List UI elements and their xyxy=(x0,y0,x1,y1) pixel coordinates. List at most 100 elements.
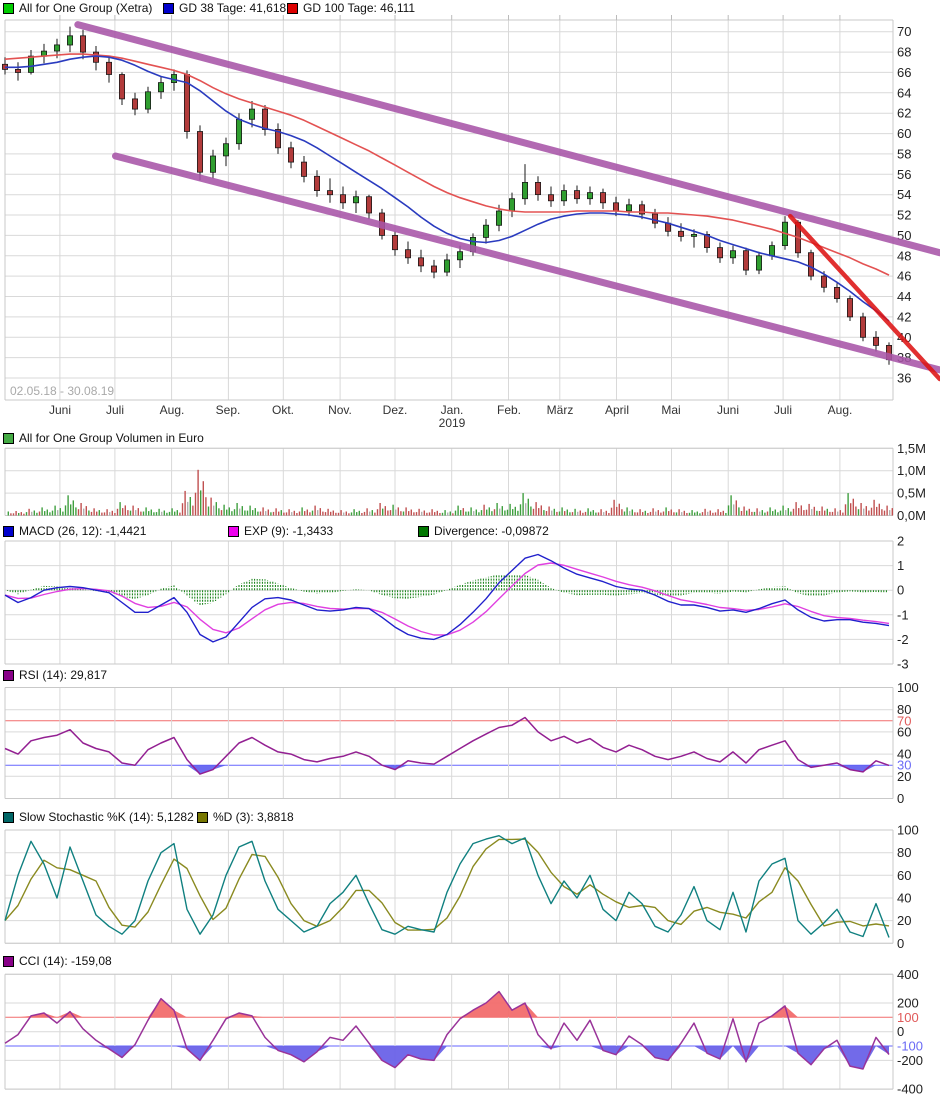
svg-text:62: 62 xyxy=(897,106,911,121)
svg-text:1,5M: 1,5M xyxy=(897,441,926,456)
svg-text:60: 60 xyxy=(897,126,911,141)
svg-text:-200: -200 xyxy=(897,1053,923,1068)
stoch-d-label: %D (3): 3,8818 xyxy=(213,810,294,824)
svg-text:200: 200 xyxy=(897,996,919,1011)
x-axis-month-label: Aug. xyxy=(159,403,185,417)
svg-text:0: 0 xyxy=(897,1024,904,1039)
x-axis-month-label: Sep. xyxy=(215,403,241,417)
svg-text:-1: -1 xyxy=(897,607,909,622)
svg-text:-400: -400 xyxy=(897,1082,923,1097)
svg-text:100: 100 xyxy=(897,680,919,695)
svg-text:0,0M: 0,0M xyxy=(897,508,926,523)
legend-item-cci: CCI (14): -159,08 xyxy=(3,954,112,968)
x-axis-month-label: Juni xyxy=(48,403,71,417)
svg-text:66: 66 xyxy=(897,65,911,80)
svg-text:40: 40 xyxy=(897,747,911,762)
x-axis-month-label: Okt. xyxy=(271,403,294,417)
macd-panel-legend: MACD (26, 12): -1,4421 EXP (9): -1,3433 … xyxy=(0,524,940,538)
price-series-swatch xyxy=(3,2,14,14)
svg-text:0: 0 xyxy=(897,583,904,598)
svg-text:1,0M: 1,0M xyxy=(897,463,926,478)
svg-text:80: 80 xyxy=(897,702,911,717)
legend-item-stoch-d: %D (3): 3,8818 xyxy=(197,810,294,824)
gd38-swatch xyxy=(163,2,174,14)
price-series-label: All for One Group (Xetra) xyxy=(19,1,153,15)
svg-text:0: 0 xyxy=(897,936,904,951)
x-axis-month-label: Jan. xyxy=(440,403,464,417)
legend-item-macd-exp: EXP (9): -1,3433 xyxy=(228,524,333,538)
svg-text:46: 46 xyxy=(897,269,911,284)
x-axis-month-label: Aug. xyxy=(827,403,853,417)
price-chart-legend: All for One Group (Xetra) GD 38 Tage: 41… xyxy=(0,1,940,15)
stoch-k-label: Slow Stochastic %K (14): 5,1282 xyxy=(19,810,194,824)
svg-text:0: 0 xyxy=(897,791,904,806)
svg-text:56: 56 xyxy=(897,167,911,182)
macd-exp-swatch xyxy=(228,525,239,537)
legend-item-stoch-k: Slow Stochastic %K (14): 5,1282 xyxy=(3,810,194,824)
legend-item-price: All for One Group (Xetra) xyxy=(3,1,152,15)
cci-panel-legend: CCI (14): -159,08 xyxy=(0,954,940,968)
svg-text:100: 100 xyxy=(897,823,919,838)
svg-text:40: 40 xyxy=(897,891,911,906)
divergence-label: Divergence: -0,09872 xyxy=(434,524,549,538)
x-axis-month-label: Feb. xyxy=(496,403,521,417)
legend-item-volume: All for One Group Volumen in Euro xyxy=(3,431,204,445)
rsi-swatch xyxy=(3,669,14,681)
svg-text:0,5M: 0,5M xyxy=(897,486,926,501)
x-axis-month-label: April xyxy=(604,403,629,417)
macd-swatch xyxy=(3,525,14,537)
x-axis-year-label: 2019 xyxy=(438,416,466,430)
cci-swatch xyxy=(3,955,14,967)
svg-text:68: 68 xyxy=(897,45,911,60)
svg-text:44: 44 xyxy=(897,289,911,304)
legend-item-divergence: Divergence: -0,09872 xyxy=(418,524,549,538)
x-axis-month-label: Dez. xyxy=(382,403,408,417)
svg-text:70: 70 xyxy=(897,713,911,728)
x-axis-month-label: März xyxy=(546,403,574,417)
svg-text:1: 1 xyxy=(897,558,904,573)
svg-text:20: 20 xyxy=(897,913,911,928)
stoch-k-swatch xyxy=(3,811,14,823)
svg-text:30: 30 xyxy=(897,758,911,773)
volume-swatch xyxy=(3,432,14,444)
svg-text:20: 20 xyxy=(897,769,911,784)
svg-text:64: 64 xyxy=(897,85,911,100)
legend-item-gd100: GD 100 Tage: 46,111 xyxy=(287,1,415,15)
svg-text:-2: -2 xyxy=(897,632,909,647)
svg-text:100: 100 xyxy=(897,1010,919,1025)
x-axis-month-label: Juni xyxy=(716,403,739,417)
svg-text:52: 52 xyxy=(897,208,911,223)
x-axis-month-label: Juli xyxy=(773,403,792,417)
volume-panel-legend: All for One Group Volumen in Euro xyxy=(0,431,940,445)
svg-text:60: 60 xyxy=(897,868,911,883)
volume-label: All for One Group Volumen in Euro xyxy=(19,431,204,445)
macd-label: MACD (26, 12): -1,4421 xyxy=(19,524,147,538)
svg-text:48: 48 xyxy=(897,248,911,263)
svg-text:80: 80 xyxy=(897,845,911,860)
x-axis-month-label: Juli xyxy=(105,403,124,417)
stochastic-panel-legend: Slow Stochastic %K (14): 5,1282 %D (3): … xyxy=(0,810,940,824)
svg-text:400: 400 xyxy=(897,967,919,982)
date-range-label: 02.05.18 - 30.08.19 xyxy=(10,384,115,398)
x-axis-month-label: Nov. xyxy=(328,403,352,417)
rsi-panel-legend: RSI (14): 29,817 xyxy=(0,668,940,682)
svg-text:60: 60 xyxy=(897,724,911,739)
gd100-swatch xyxy=(287,2,298,14)
divergence-swatch xyxy=(418,525,429,537)
svg-text:70: 70 xyxy=(897,24,911,39)
gd100-label: GD 100 Tage: 46,111 xyxy=(303,1,416,15)
legend-item-macd: MACD (26, 12): -1,4421 xyxy=(3,524,146,538)
svg-text:2: 2 xyxy=(897,534,904,549)
svg-text:54: 54 xyxy=(897,187,911,202)
macd-exp-label: EXP (9): -1,3433 xyxy=(244,524,334,538)
svg-text:42: 42 xyxy=(897,309,911,324)
cci-label: CCI (14): -159,08 xyxy=(19,954,112,968)
x-axis-month-label: Mai xyxy=(661,403,681,417)
svg-text:-100: -100 xyxy=(897,1039,923,1054)
svg-text:-3: -3 xyxy=(897,657,909,672)
svg-text:36: 36 xyxy=(897,371,911,386)
rsi-label: RSI (14): 29,817 xyxy=(19,668,108,682)
